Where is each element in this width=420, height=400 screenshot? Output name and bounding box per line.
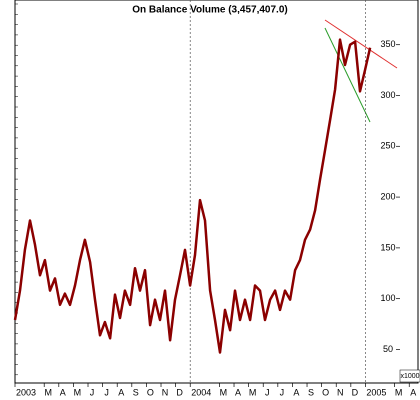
x-tick-label: M xyxy=(44,387,52,397)
plot-frame xyxy=(14,0,419,384)
x-tick-label: J xyxy=(265,387,270,397)
support-trendline xyxy=(324,27,371,123)
left-axis-ticks xyxy=(15,3,18,376)
y-unit-label: x1000 xyxy=(400,373,419,380)
chart-title: On Balance Volume (3,457,407.0) xyxy=(132,5,287,16)
x-tick-label: 2003 xyxy=(16,387,36,397)
x-tick-label: O xyxy=(322,387,329,397)
x-tick-label: A xyxy=(293,387,299,397)
x-tick-label: D xyxy=(352,387,359,397)
x-tick-label: J xyxy=(280,387,285,397)
y-tick-label: 300 xyxy=(380,90,395,100)
y-tick-label: 200 xyxy=(380,191,395,201)
y-tick-label: 250 xyxy=(380,141,395,151)
x-tick-label: 2004 xyxy=(191,387,211,397)
x-tick-label: S xyxy=(133,387,139,397)
x-tick-label: A xyxy=(235,387,241,397)
x-tick-label: N xyxy=(337,387,344,397)
x-tick-label: A xyxy=(118,387,124,397)
x-tick-label: O xyxy=(147,387,154,397)
x-tick-label: M xyxy=(395,387,403,397)
x-tick-label: S xyxy=(308,387,314,397)
x-tick-label: J xyxy=(104,387,109,397)
x-tick-label: D xyxy=(176,387,183,397)
x-tick-label: A xyxy=(60,387,66,397)
y-tick-label: 350 xyxy=(380,39,395,49)
x-tick-label: N xyxy=(162,387,169,397)
x-tick-label: 2005 xyxy=(366,387,386,397)
y-tick-label: 100 xyxy=(380,293,395,303)
y-tick-label: 150 xyxy=(380,242,395,252)
x-tick-label: M xyxy=(74,387,82,397)
x-tick-label: M xyxy=(249,387,257,397)
x-tick-label: M xyxy=(220,387,228,397)
unit-box xyxy=(399,369,420,383)
obv-line xyxy=(13,38,372,354)
resistance-trendline xyxy=(324,19,398,69)
x-tick-label: J xyxy=(90,387,95,397)
x-tick-label: A xyxy=(410,387,416,397)
y-tick-label: 50 xyxy=(383,344,393,354)
